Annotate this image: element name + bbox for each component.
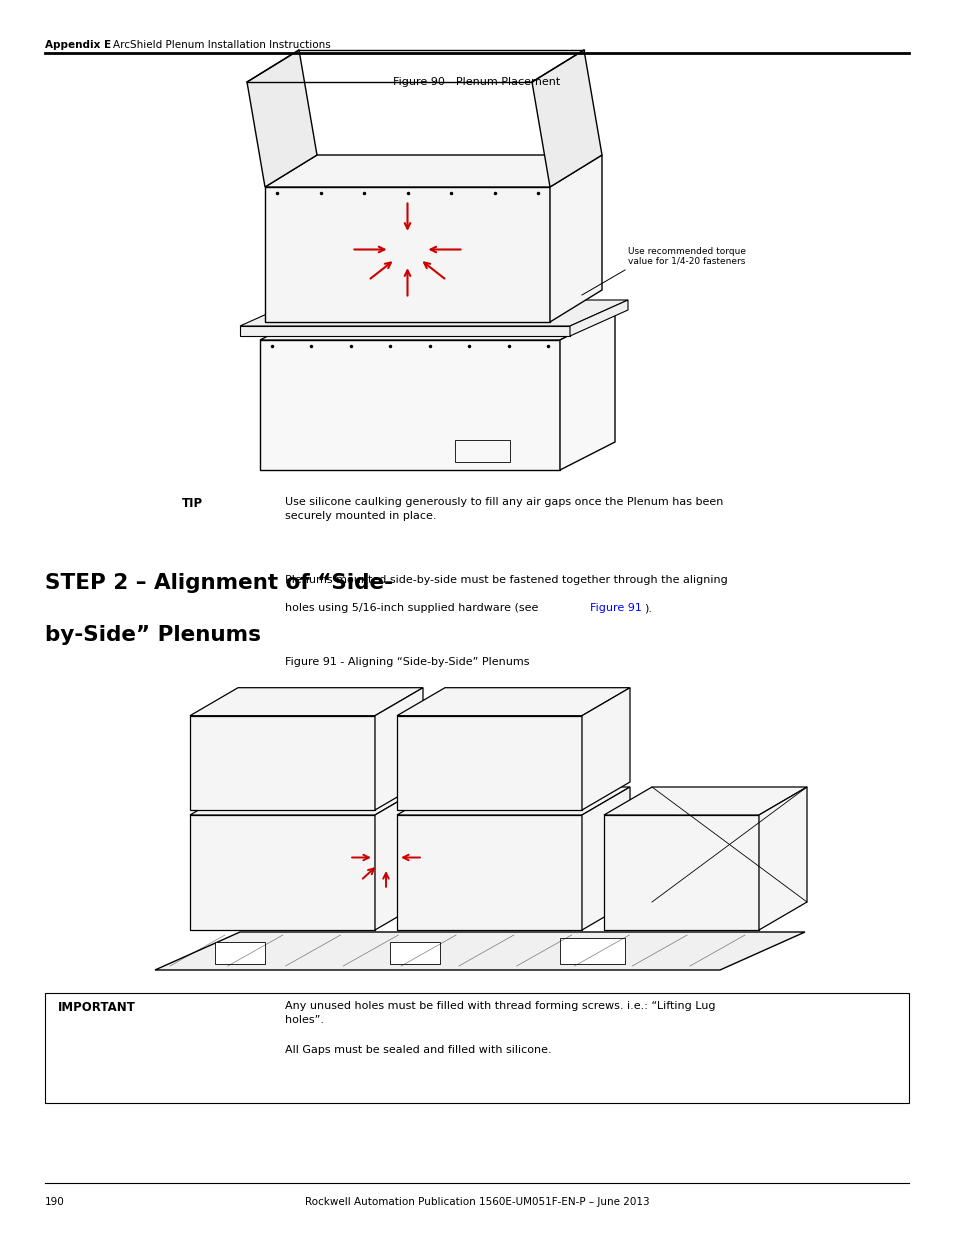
Text: Appendix E: Appendix E <box>45 40 111 49</box>
Text: Use recommended torque
value for 1/4-20 fasteners: Use recommended torque value for 1/4-20 … <box>627 247 745 266</box>
Text: All Gaps must be sealed and filled with silicone.: All Gaps must be sealed and filled with … <box>285 1045 551 1055</box>
Polygon shape <box>581 787 629 930</box>
Polygon shape <box>240 326 569 336</box>
Polygon shape <box>581 688 629 810</box>
Polygon shape <box>190 815 375 930</box>
Bar <box>45 993 908 1103</box>
Polygon shape <box>396 716 581 810</box>
Polygon shape <box>260 312 615 340</box>
Polygon shape <box>603 787 806 815</box>
Bar <box>214 942 265 965</box>
Polygon shape <box>240 300 627 326</box>
Text: Plenums mounted side-by-side must be fastened together through the aligning: Plenums mounted side-by-side must be fas… <box>285 576 727 585</box>
Bar <box>559 939 624 965</box>
Text: by-Side” Plenums: by-Side” Plenums <box>45 625 261 645</box>
Text: 190: 190 <box>45 1197 65 1207</box>
Polygon shape <box>260 340 559 471</box>
Text: STEP 2 – Alignment of “Side-: STEP 2 – Alignment of “Side- <box>45 573 393 593</box>
Polygon shape <box>396 688 629 716</box>
Bar <box>390 942 439 965</box>
Text: Figure 91: Figure 91 <box>589 603 641 613</box>
Polygon shape <box>603 815 759 930</box>
Text: Rockwell Automation Publication 1560E-UM051F-EN-P – June 2013: Rockwell Automation Publication 1560E-UM… <box>304 1197 649 1207</box>
Polygon shape <box>396 815 581 930</box>
Polygon shape <box>375 688 422 810</box>
Text: TIP: TIP <box>182 496 203 510</box>
Text: Figure 91 - Aligning “Side-by-Side” Plenums: Figure 91 - Aligning “Side-by-Side” Plen… <box>285 657 529 667</box>
Text: Any unused holes must be filled with thread forming screws. i.e.: “Lifting Lug
h: Any unused holes must be filled with thr… <box>285 1002 715 1025</box>
Text: IMPORTANT: IMPORTANT <box>58 1002 135 1014</box>
Polygon shape <box>550 156 601 322</box>
Text: Figure 90 - Plenum Placement: Figure 90 - Plenum Placement <box>393 77 560 86</box>
Polygon shape <box>190 688 422 716</box>
Text: holes using 5/16-inch supplied hardware (see: holes using 5/16-inch supplied hardware … <box>285 603 541 613</box>
Polygon shape <box>396 787 629 815</box>
Polygon shape <box>190 716 375 810</box>
Polygon shape <box>759 787 806 930</box>
Text: Use silicone caulking generously to fill any air gaps once the Plenum has been
s: Use silicone caulking generously to fill… <box>285 496 722 521</box>
Polygon shape <box>559 312 615 471</box>
Polygon shape <box>154 932 804 969</box>
Bar <box>455 440 510 462</box>
Polygon shape <box>265 186 550 322</box>
Polygon shape <box>190 787 422 815</box>
Polygon shape <box>375 787 422 930</box>
Text: ).: ). <box>643 603 651 613</box>
Text: ArcShield Plenum Installation Instructions: ArcShield Plenum Installation Instructio… <box>112 40 331 49</box>
Polygon shape <box>265 156 601 186</box>
Polygon shape <box>532 49 601 186</box>
Polygon shape <box>569 300 627 336</box>
Polygon shape <box>247 49 316 186</box>
